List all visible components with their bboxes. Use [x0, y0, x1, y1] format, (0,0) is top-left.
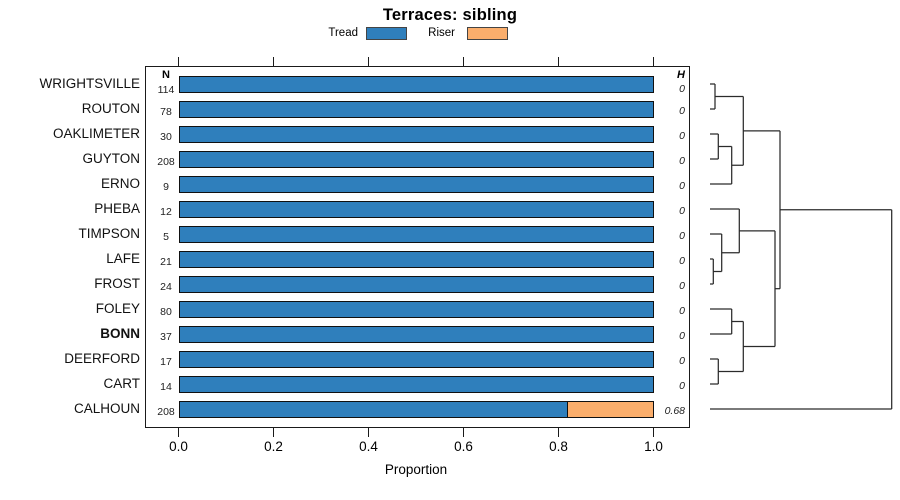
tread-bar-segment: [178, 150, 654, 168]
x-axis-tick-label: 0.2: [264, 439, 283, 454]
tread-bar-segment: [178, 75, 654, 93]
category-label: LAFE: [106, 251, 140, 266]
n-value: 114: [157, 84, 175, 96]
x-axis-title: Proportion: [384, 462, 448, 477]
x-axis-bottom-tick: [652, 427, 655, 437]
category-label: FROST: [94, 276, 140, 291]
tread-bar-segment: [178, 325, 654, 343]
tread-bar-segment: [178, 175, 654, 193]
h-value: 0: [679, 230, 685, 242]
h-value: 0: [679, 130, 685, 142]
x-axis-tick-label: 0.0: [169, 439, 188, 454]
x-axis-top-tick: [652, 57, 655, 66]
n-value: 24: [160, 281, 172, 293]
legend-label-riser: Riser: [428, 27, 455, 39]
n-value: 78: [160, 106, 172, 118]
n-value: 5: [163, 231, 169, 243]
x-axis-top-tick: [177, 57, 180, 66]
n-column-header: N: [162, 69, 170, 81]
h-column-header: H: [677, 69, 685, 81]
h-value: 0: [679, 280, 685, 292]
n-value: 14: [160, 381, 172, 393]
category-label: FOLEY: [95, 301, 140, 316]
x-axis-top-tick: [557, 57, 560, 66]
h-value: 0: [679, 83, 685, 95]
x-axis-top-tick: [367, 57, 370, 66]
h-value: 0: [679, 205, 685, 217]
chart-title: Terraces: sibling: [382, 6, 518, 24]
category-label: ROUTON: [81, 101, 140, 116]
x-axis-bottom-tick: [272, 427, 275, 437]
x-axis-bottom-tick: [177, 427, 180, 437]
n-value: 21: [160, 256, 172, 268]
tread-bar-segment: [178, 275, 654, 293]
h-value: 0: [679, 330, 685, 342]
x-axis-bottom-tick: [557, 427, 560, 437]
category-label: WRIGHTSVILLE: [39, 76, 140, 91]
h-value: 0: [679, 155, 685, 167]
n-value: 30: [160, 131, 172, 143]
n-value: 17: [160, 356, 172, 368]
x-axis-tick-label: 1.0: [644, 439, 663, 454]
legend-swatch-riser: [467, 27, 508, 40]
h-value: 0: [679, 305, 685, 317]
x-axis-bottom-tick: [367, 427, 370, 437]
x-axis-tick-label: 0.6: [454, 439, 473, 454]
h-value: 0: [679, 255, 685, 267]
category-label: ERNO: [100, 176, 140, 191]
n-value: 208: [157, 406, 175, 418]
x-axis-top-tick: [272, 57, 275, 66]
h-value: 0: [679, 380, 685, 392]
x-axis-top-tick: [462, 57, 465, 66]
tread-bar-segment: [178, 375, 654, 393]
h-value: 0.68: [664, 405, 685, 417]
n-value: 37: [160, 331, 172, 343]
tread-bar-segment: [178, 200, 654, 218]
h-value: 0: [679, 355, 685, 367]
h-value: 0: [679, 105, 685, 117]
x-axis-tick-label: 0.4: [359, 439, 378, 454]
tread-bar-segment: [178, 100, 654, 118]
category-label: PHEBA: [94, 201, 140, 216]
category-label: CART: [103, 376, 140, 391]
tread-bar-segment: [178, 300, 654, 318]
n-value: 12: [160, 206, 172, 218]
tread-bar-segment: [178, 125, 654, 143]
x-axis-tick-label: 0.8: [549, 439, 568, 454]
category-label: GUYTON: [82, 151, 140, 166]
category-label: TIMPSON: [78, 226, 140, 241]
n-value: 208: [157, 156, 175, 168]
category-label: BONN: [100, 326, 140, 341]
tread-bar-segment: [178, 350, 654, 368]
n-value: 9: [163, 181, 169, 193]
category-label: CALHOUN: [73, 401, 140, 416]
tread-bar-segment: [178, 225, 654, 243]
legend-swatch-tread: [366, 27, 407, 40]
x-axis-bottom-tick: [462, 427, 465, 437]
tread-bar-segment: [178, 250, 654, 268]
n-value: 80: [160, 306, 172, 318]
category-label: DEERFORD: [64, 351, 140, 366]
legend-label-tread: Tread: [328, 27, 358, 39]
category-label: OAKLIMETER: [52, 126, 140, 141]
h-value: 0: [679, 180, 685, 192]
riser-bar-segment: [566, 400, 654, 418]
